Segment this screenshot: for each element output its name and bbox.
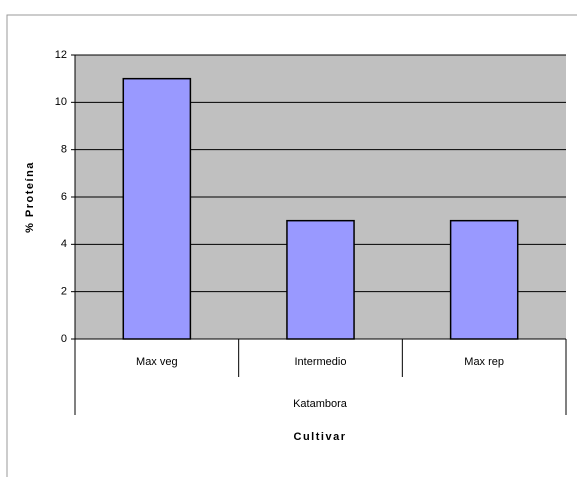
y-axis-title: % Proteína bbox=[24, 161, 36, 233]
y-tick-label: 4 bbox=[61, 238, 67, 250]
x-tick-label: Max veg bbox=[136, 356, 178, 368]
y-tick-label: 12 bbox=[55, 49, 67, 61]
y-tick-label: 2 bbox=[61, 286, 67, 298]
y-tick-label: 6 bbox=[61, 191, 67, 203]
group-label: Katambora bbox=[293, 398, 348, 410]
bar bbox=[286, 219, 355, 340]
y-tick-label: 10 bbox=[55, 96, 67, 108]
x-axis-title: Cultivar bbox=[294, 431, 347, 443]
x-tick-label: Intermedio bbox=[295, 356, 347, 368]
bar bbox=[122, 77, 192, 340]
y-tick-label: 0 bbox=[61, 333, 67, 345]
bar bbox=[449, 219, 519, 340]
x-tick-label: Max rep bbox=[464, 356, 504, 368]
y-tick-label: 8 bbox=[61, 144, 67, 156]
chart-border bbox=[6, 14, 577, 477]
